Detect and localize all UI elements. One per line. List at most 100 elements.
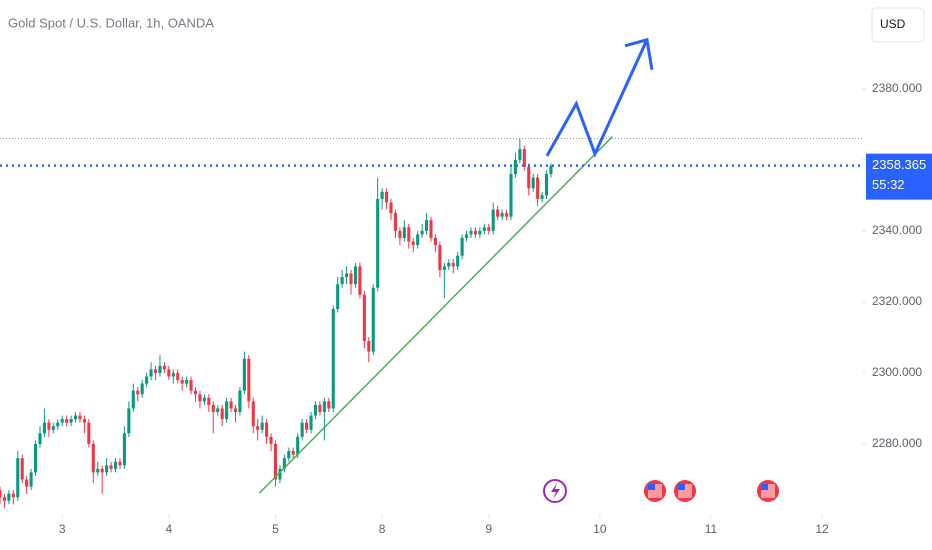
candle-body	[345, 273, 349, 278]
candle-body	[393, 213, 398, 231]
y-tick-label: 2320.000	[872, 294, 922, 308]
candle-body	[251, 401, 255, 427]
candle-body	[522, 149, 526, 167]
currency-label[interactable]: USD	[880, 17, 906, 31]
candle-body	[380, 191, 384, 199]
candle-body	[233, 408, 238, 412]
candle-body	[158, 365, 162, 373]
currency-button[interactable]	[871, 7, 925, 43]
candle-body	[127, 408, 131, 434]
candle-body	[78, 415, 82, 420]
candle-body	[398, 230, 402, 238]
candle-body	[167, 369, 171, 377]
x-tick-label: 10	[593, 522, 607, 536]
candle-body	[256, 426, 260, 430]
candle-body	[149, 369, 153, 377]
candle-body	[544, 174, 549, 196]
candle-body	[353, 266, 358, 285]
projection-arrow	[545, 39, 649, 158]
candle-body	[358, 266, 362, 295]
event-icon[interactable]	[674, 480, 696, 502]
candle-body	[469, 230, 473, 235]
candle-body	[69, 419, 73, 423]
event-icon[interactable]	[644, 480, 666, 502]
candle-body	[220, 408, 224, 420]
candle-body	[491, 209, 495, 231]
candle-body	[131, 390, 135, 409]
event-icons	[543, 479, 779, 503]
candle-body	[411, 241, 415, 246]
candle-body	[371, 287, 375, 352]
candle-body	[531, 177, 535, 189]
candle-body	[171, 372, 175, 377]
candle-body	[291, 451, 295, 455]
y-tick-label: 2380.000	[872, 81, 922, 95]
candle-body	[509, 174, 513, 217]
candle-body	[216, 408, 220, 412]
candle-body	[331, 309, 335, 409]
candle-body	[91, 443, 95, 473]
candle-body	[482, 227, 486, 231]
candle-body	[473, 230, 477, 235]
candle-body	[389, 202, 393, 214]
candle-body	[327, 401, 331, 409]
candle-body	[504, 213, 509, 217]
x-tick-label: 4	[166, 522, 173, 536]
candle-body	[162, 365, 166, 370]
candle-body	[273, 443, 278, 480]
candle-body	[29, 472, 33, 487]
candle-body	[513, 159, 517, 175]
candle-body	[300, 422, 304, 437]
lightning	[551, 483, 560, 499]
price-label-box	[866, 153, 932, 200]
candle-body	[349, 273, 353, 285]
candle-body	[140, 383, 144, 395]
candle-body	[340, 277, 344, 285]
candle-body	[229, 401, 233, 409]
candle-body	[269, 436, 273, 444]
candle-body	[65, 419, 69, 423]
candle-body	[211, 404, 215, 412]
candle-body	[438, 245, 442, 270]
candle-body	[180, 380, 184, 384]
event-icon[interactable]	[757, 480, 779, 502]
candle-body	[376, 198, 380, 288]
candle-body	[193, 390, 198, 395]
candle-body	[265, 422, 269, 437]
candle-body	[464, 234, 469, 238]
x-tick-label: 3	[59, 522, 66, 536]
candle-body	[478, 230, 482, 235]
x-tick-label: 5	[272, 522, 279, 536]
x-tick-label: 8	[379, 522, 386, 536]
price-label: 2358.365	[872, 157, 926, 172]
candle-body	[118, 461, 122, 466]
candle-body	[238, 390, 242, 412]
candle-body	[260, 422, 264, 430]
candle-body	[25, 479, 29, 487]
candle-body	[225, 401, 229, 420]
plot	[0, 37, 862, 508]
candle-body	[420, 230, 424, 235]
candle-body	[247, 358, 251, 402]
candle-body	[549, 165, 553, 175]
candle-body	[527, 166, 531, 189]
candle-body	[336, 284, 340, 309]
candle-body	[87, 422, 91, 444]
candle-body	[109, 465, 113, 469]
candle-body	[425, 220, 429, 231]
candle-body	[153, 369, 158, 373]
candle-body	[442, 266, 446, 270]
candle-body	[487, 227, 491, 231]
candle-body	[56, 422, 60, 427]
countdown: 55:32	[872, 177, 905, 192]
candle-body	[416, 234, 420, 246]
candle-body	[536, 177, 540, 199]
candle-body	[407, 227, 411, 242]
candle-body	[113, 461, 118, 469]
candle-body	[42, 422, 46, 434]
candle-body	[185, 380, 189, 384]
candle-body	[145, 376, 149, 384]
candle-body	[100, 468, 104, 473]
candle-body	[402, 227, 406, 238]
candle-body	[433, 237, 437, 246]
